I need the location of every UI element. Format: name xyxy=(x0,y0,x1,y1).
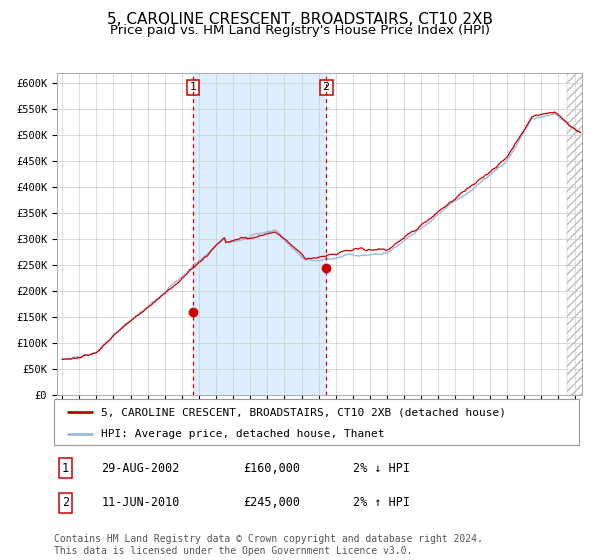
Text: 2: 2 xyxy=(62,496,69,510)
Text: 5, CAROLINE CRESCENT, BROADSTAIRS, CT10 2XB: 5, CAROLINE CRESCENT, BROADSTAIRS, CT10 … xyxy=(107,12,493,27)
Text: £160,000: £160,000 xyxy=(243,461,300,475)
Bar xyxy=(193,73,326,395)
Text: 5, CAROLINE CRESCENT, BROADSTAIRS, CT10 2XB (detached house): 5, CAROLINE CRESCENT, BROADSTAIRS, CT10 … xyxy=(101,407,506,417)
Text: Price paid vs. HM Land Registry's House Price Index (HPI): Price paid vs. HM Land Registry's House … xyxy=(110,24,490,36)
Text: 11-JUN-2010: 11-JUN-2010 xyxy=(101,496,179,510)
Text: 2: 2 xyxy=(323,82,330,92)
Text: 1: 1 xyxy=(62,461,69,475)
FancyBboxPatch shape xyxy=(54,399,579,445)
Text: 2% ↓ HPI: 2% ↓ HPI xyxy=(353,461,410,475)
Bar xyxy=(566,73,590,395)
Text: £245,000: £245,000 xyxy=(243,496,300,510)
Text: Contains HM Land Registry data © Crown copyright and database right 2024.
This d: Contains HM Land Registry data © Crown c… xyxy=(54,534,483,556)
Text: 29-AUG-2002: 29-AUG-2002 xyxy=(101,461,179,475)
Text: 1: 1 xyxy=(190,82,197,92)
Text: 2% ↑ HPI: 2% ↑ HPI xyxy=(353,496,410,510)
Text: HPI: Average price, detached house, Thanet: HPI: Average price, detached house, Than… xyxy=(101,429,385,438)
